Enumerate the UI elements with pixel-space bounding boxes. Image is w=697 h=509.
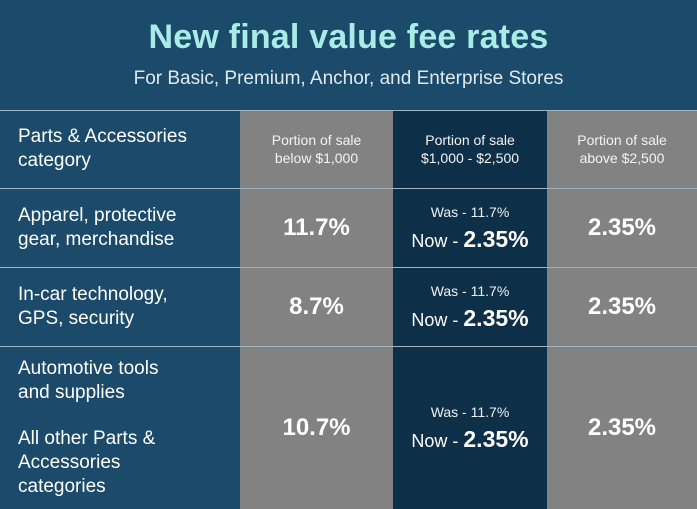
rate-above-value: 2.35% <box>587 414 657 441</box>
rate-below-value: 11.7% <box>283 214 350 241</box>
category-line: GPS, security <box>18 308 135 329</box>
page-title: New final value fee rates <box>148 18 549 56</box>
rate-below-cell: 8.7% <box>240 268 393 346</box>
table-row-category: Apparel, protective gear, merchandise <box>0 189 240 267</box>
rate-below-cell: 11.7% <box>240 189 393 267</box>
header-category-line2: category <box>18 150 91 171</box>
category-line: categories <box>18 476 106 497</box>
table-row-category: In-car technology, GPS, security <box>0 268 240 346</box>
now-prefix: Now - <box>411 430 464 451</box>
divider <box>0 110 697 111</box>
divider <box>0 188 697 189</box>
category-line: Apparel, protective <box>18 205 177 226</box>
divider <box>0 267 697 268</box>
header-mid-line1: Portion of sale <box>425 132 515 148</box>
category-line: In-car technology, <box>18 284 168 305</box>
category-line: Accessories <box>18 452 121 473</box>
table-row-category: Automotive tools and supplies All other … <box>0 347 240 509</box>
category-line: All other Parts & <box>18 428 156 449</box>
now-value: 2.35% <box>463 425 529 452</box>
rate-above-value: 2.35% <box>587 293 657 320</box>
rate-mid-now: Now - 2.35% <box>411 305 528 332</box>
header-cell-category: Parts & Accessories category <box>0 110 240 188</box>
divider <box>0 346 697 347</box>
rate-below-value: 10.7% <box>282 414 351 441</box>
rate-above-cell: 2.35% <box>547 347 697 509</box>
rate-below-value: 8.7% <box>289 293 344 320</box>
category-line: Automotive tools <box>18 358 159 379</box>
header-above-line2: above $2,500 <box>579 150 665 166</box>
rate-mid-was: Was - 11.7% <box>430 282 510 299</box>
rate-above-value: 2.35% <box>587 214 657 241</box>
page-subtitle: For Basic, Premium, Anchor, and Enterpri… <box>133 68 564 89</box>
rate-above-cell: 2.35% <box>547 189 697 267</box>
category-line: and supplies <box>18 382 125 403</box>
header-cell-below: Portion of sale below $1,000 <box>240 110 393 188</box>
header-below-line2: below $1,000 <box>274 150 359 166</box>
header-below-line1: Portion of sale <box>271 132 362 148</box>
rate-mid-was: Was - 11.7% <box>430 403 510 420</box>
header-mid-line2: $1,000 - $2,500 <box>420 150 520 166</box>
rate-above-cell: 2.35% <box>547 268 697 346</box>
rate-mid-now: Now - 2.35% <box>411 226 528 253</box>
header-cell-above: Portion of sale above $2,500 <box>547 110 697 188</box>
header-above-line1: Portion of sale <box>577 132 667 148</box>
fee-table: Parts & Accessories category Portion of … <box>0 110 697 509</box>
now-prefix: Now - <box>411 309 464 330</box>
rate-below-cell: 10.7% <box>240 347 393 509</box>
header: New final value fee rates For Basic, Pre… <box>0 0 697 110</box>
header-category-line1: Parts & Accessories <box>18 126 187 147</box>
rate-mid-cell: Was - 11.7% Now - 2.35% <box>393 268 547 346</box>
rate-mid-was: Was - 11.7% <box>430 203 510 220</box>
now-prefix: Now - <box>411 230 464 251</box>
rate-mid-cell: Was - 11.7% Now - 2.35% <box>393 189 547 267</box>
rate-mid-now: Now - 2.35% <box>411 426 528 453</box>
now-value: 2.35% <box>463 225 529 252</box>
category-line: gear, merchandise <box>18 229 175 250</box>
now-value: 2.35% <box>463 304 529 331</box>
rate-mid-cell: Was - 11.7% Now - 2.35% <box>393 347 547 509</box>
header-cell-mid: Portion of sale $1,000 - $2,500 <box>393 110 547 188</box>
